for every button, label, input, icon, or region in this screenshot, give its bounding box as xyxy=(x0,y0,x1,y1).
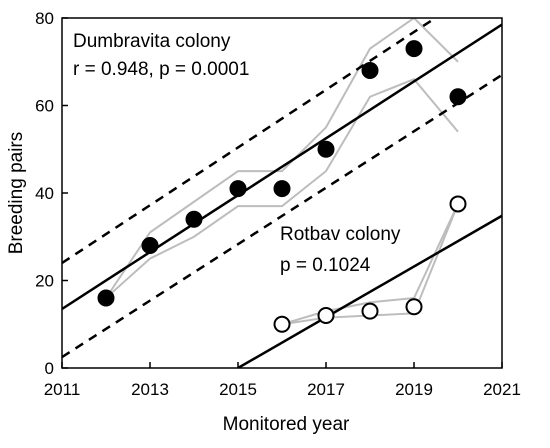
rotbav-data-point xyxy=(449,195,467,213)
x-tick-label: 2019 xyxy=(395,380,433,399)
x-tick-label: 2011 xyxy=(44,380,81,399)
dumbravita-upper-confidence-line xyxy=(62,18,438,265)
y-tick-label: 0 xyxy=(45,359,54,378)
rotbav-regression-line xyxy=(237,214,502,368)
dumbravita-annotation-title: Dumbravita colony xyxy=(73,31,231,52)
dumbravita-data-point xyxy=(361,62,379,79)
rotbav-annotation-title: Rotbav colony xyxy=(280,224,401,245)
upper-range-line xyxy=(281,203,459,326)
x-axis-ticks: 2011 2013 2015 2017 2019 2021 xyxy=(44,362,521,399)
x-axis-title: Monitored year xyxy=(223,414,350,435)
dumbravita-data-point xyxy=(449,88,467,106)
dumbravita-data-point xyxy=(273,180,291,198)
y-axis-ticks: 0 20 40 60 80 xyxy=(35,9,68,378)
x-tick-label: 2013 xyxy=(131,380,169,399)
upper-range-line xyxy=(105,18,459,299)
x-tick-label: 2017 xyxy=(307,380,345,399)
lower-range-line xyxy=(105,78,459,299)
dumbravita-lower-confidence-line xyxy=(62,73,502,359)
rotbav-data-point xyxy=(405,298,423,316)
range-bands xyxy=(105,18,459,326)
data-points xyxy=(97,40,467,333)
rotbav-annotation-stats: p = 0.1024 xyxy=(280,255,371,276)
y-tick-label: 80 xyxy=(35,9,54,28)
dumbravita-annotation-stats: r = 0.948, p = 0.0001 xyxy=(73,59,249,80)
y-tick-label: 20 xyxy=(35,272,54,291)
dumbravita-data-point xyxy=(185,210,203,228)
dumbravita-data-point xyxy=(229,180,247,198)
dumbravita-data-point xyxy=(317,140,335,158)
dumbravita-data-point xyxy=(97,289,115,307)
x-tick-label: 2015 xyxy=(219,380,257,399)
rotbav-data-point xyxy=(317,307,335,324)
x-tick-label: 2021 xyxy=(483,380,521,399)
fit-lines xyxy=(62,18,502,368)
y-tick-label: 40 xyxy=(35,184,54,203)
dumbravita-regression-line xyxy=(62,23,502,310)
rotbav-data-point xyxy=(273,315,291,333)
rotbav-data-point xyxy=(361,302,379,320)
y-tick-label: 60 xyxy=(35,97,54,116)
dumbravita-data-point xyxy=(405,40,423,58)
dumbravita-data-point xyxy=(141,237,159,254)
y-axis-title: Breeding pairs xyxy=(6,132,27,255)
